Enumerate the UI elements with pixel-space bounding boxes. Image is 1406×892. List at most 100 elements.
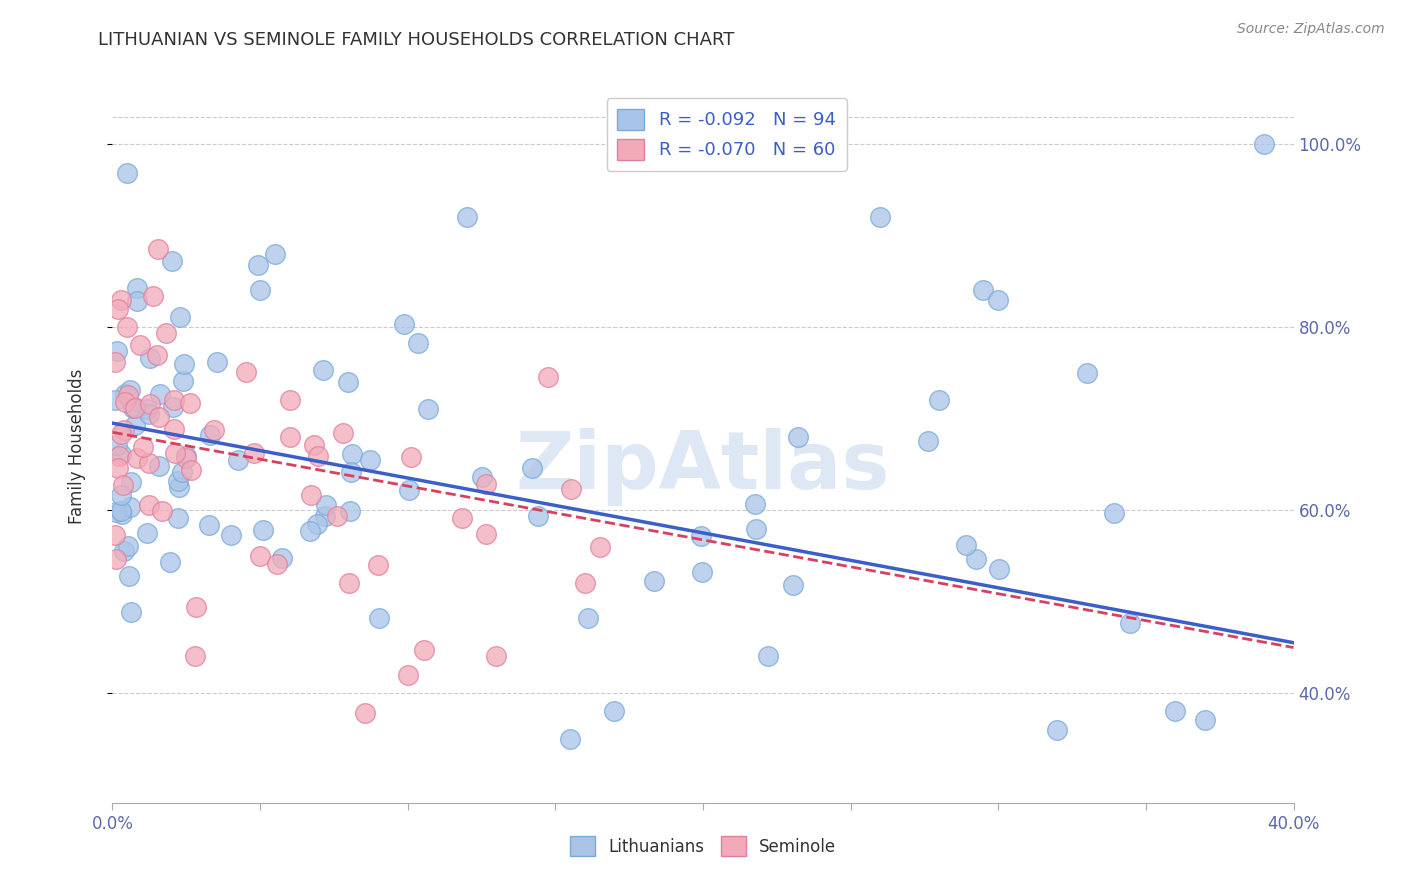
Point [104, 393, 127, 408]
Point [690, 566, 713, 580]
Point [198, 428, 221, 442]
Point [176, 449, 198, 463]
Point [1046, 723, 1069, 737]
Point [128, 337, 150, 351]
Point [226, 453, 249, 467]
Point [198, 518, 221, 533]
Point [340, 465, 363, 479]
Point [125, 281, 148, 295]
Point [118, 500, 141, 514]
Point [337, 576, 360, 591]
Point [162, 400, 184, 414]
Point [163, 422, 186, 436]
Text: Source: ZipAtlas.com: Source: ZipAtlas.com [1237, 22, 1385, 37]
Point [138, 498, 160, 512]
Point [690, 529, 713, 543]
Point [326, 509, 349, 524]
Point [299, 488, 322, 502]
Point [112, 544, 135, 558]
Point [221, 528, 243, 542]
Point [359, 452, 381, 467]
Point [111, 507, 134, 521]
Point [475, 477, 498, 491]
Point [120, 475, 142, 490]
Point [787, 430, 810, 444]
Point [138, 456, 160, 470]
Point [117, 539, 139, 553]
Point [174, 450, 197, 465]
Point [243, 446, 266, 460]
Point [367, 611, 389, 625]
Point [745, 522, 768, 536]
Point [1076, 366, 1098, 380]
Point [202, 423, 225, 437]
Point [451, 510, 474, 524]
Point [987, 562, 1010, 576]
Point [522, 460, 544, 475]
Point [456, 211, 478, 225]
Point [406, 335, 429, 350]
Point [367, 558, 389, 572]
Text: LITHUANIAN VS SEMINOLE FAMILY HOUSEHOLDS CORRELATION CHART: LITHUANIAN VS SEMINOLE FAMILY HOUSEHOLDS… [98, 31, 735, 49]
Point [1118, 615, 1140, 630]
Point [302, 438, 325, 452]
Point [756, 649, 779, 664]
Point [160, 253, 183, 268]
Point [179, 395, 201, 409]
Point [124, 401, 146, 415]
Point [744, 497, 766, 511]
Y-axis label: Family Households: Family Households [67, 368, 86, 524]
Point [148, 409, 170, 424]
Point [107, 460, 129, 475]
Point [416, 401, 439, 416]
Point [1164, 704, 1187, 718]
Point [1194, 714, 1216, 728]
Point [104, 527, 127, 541]
Point [120, 605, 142, 619]
Point [398, 483, 420, 498]
Point [869, 211, 891, 225]
Point [150, 504, 173, 518]
Point [474, 527, 496, 541]
Point [955, 538, 977, 552]
Point [574, 576, 596, 591]
Point [180, 462, 202, 476]
Point [149, 387, 172, 401]
Point [148, 458, 170, 473]
Point [105, 438, 128, 452]
Point [110, 447, 132, 461]
Point [394, 317, 416, 331]
Point [315, 498, 337, 512]
Point [118, 384, 141, 398]
Point [354, 706, 377, 721]
Point [560, 482, 582, 496]
Point [264, 247, 287, 261]
Point [603, 704, 626, 718]
Point [471, 469, 494, 483]
Point [105, 505, 128, 519]
Point [987, 293, 1010, 307]
Point [337, 375, 360, 389]
Point [278, 393, 301, 408]
Point [965, 551, 987, 566]
Point [159, 555, 181, 569]
Point [249, 549, 271, 563]
Point [105, 551, 128, 566]
Point [340, 447, 363, 461]
Point [172, 374, 194, 388]
Point [172, 465, 194, 479]
Point [104, 354, 127, 368]
Point [312, 362, 335, 376]
Point [105, 343, 128, 358]
Point [396, 667, 419, 681]
Point [314, 508, 336, 523]
Point [167, 480, 190, 494]
Point [332, 425, 354, 440]
Point [1253, 137, 1275, 152]
Point [110, 504, 132, 518]
Point [186, 600, 208, 615]
Point [118, 569, 141, 583]
Point [138, 397, 160, 411]
Point [108, 449, 131, 463]
Point [643, 574, 665, 588]
